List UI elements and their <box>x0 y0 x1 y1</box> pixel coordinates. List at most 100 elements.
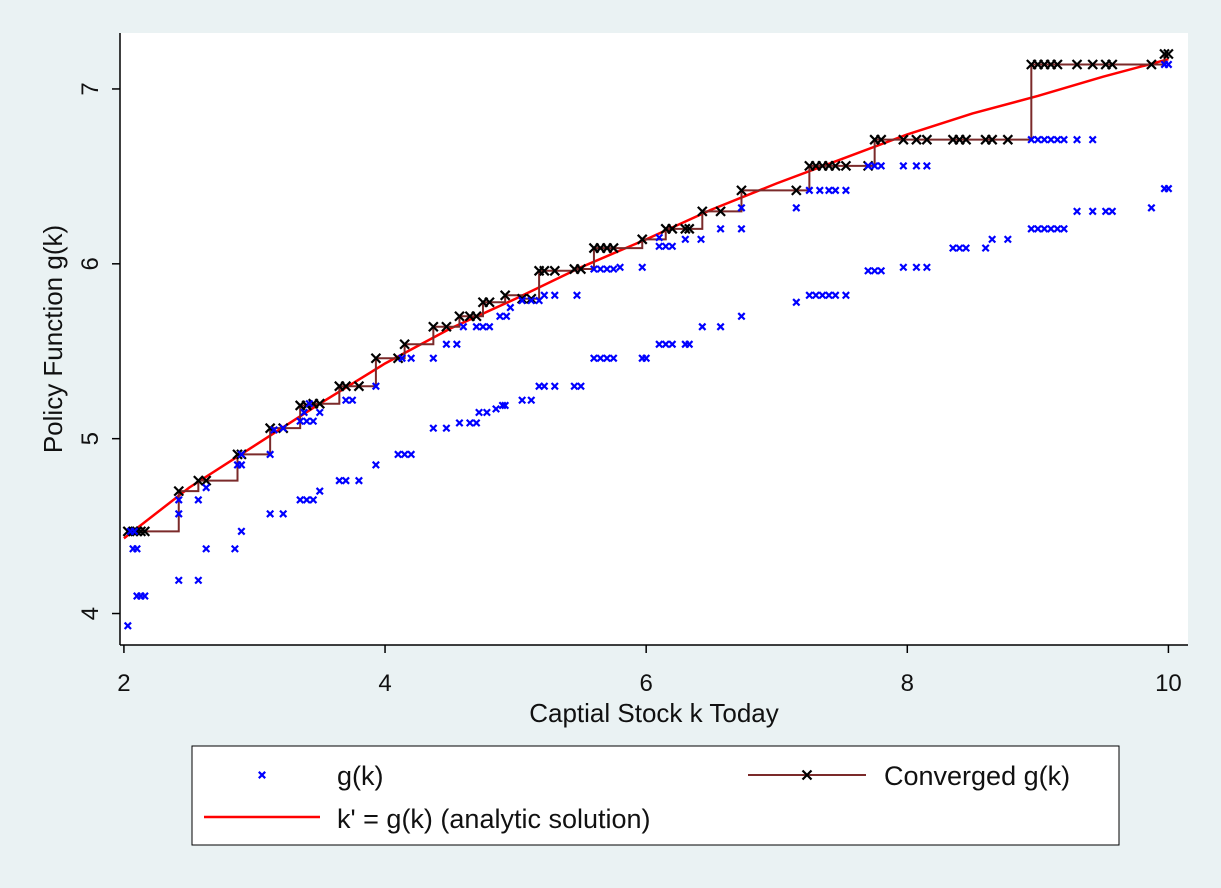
converged-point <box>353 380 365 392</box>
converged-point <box>697 206 708 217</box>
gk-layer <box>123 60 1173 630</box>
gk-point <box>270 425 279 434</box>
gk-point <box>300 408 309 417</box>
legend-converged-label: Converged g(k) <box>884 761 1070 791</box>
gk-point <box>550 291 559 300</box>
converged-point <box>314 398 326 409</box>
gk-point <box>296 417 305 426</box>
converged-point <box>960 134 972 145</box>
legend-converged-marker <box>801 769 813 781</box>
converged-point <box>736 185 747 196</box>
gk-point <box>478 322 487 331</box>
converged-point <box>1146 59 1157 70</box>
gk-point <box>1164 184 1173 193</box>
converged-point <box>608 242 619 254</box>
y-axis-title: Policy Function g(k) <box>38 225 68 453</box>
x-tick-label: 10 <box>1155 670 1182 697</box>
gk-point <box>922 161 931 170</box>
gk-point <box>570 382 579 391</box>
gk-point <box>237 527 246 536</box>
gk-point <box>668 340 677 349</box>
gk-point <box>296 495 305 504</box>
converged-point <box>200 475 212 486</box>
gk-point <box>498 401 507 410</box>
converged-point <box>370 352 382 364</box>
converged-point <box>135 526 147 537</box>
gk-point <box>1046 135 1055 144</box>
gk-point <box>371 460 380 469</box>
gk-point <box>1027 224 1036 233</box>
gk-point <box>609 265 618 274</box>
gk-point <box>1053 224 1062 233</box>
gk-point <box>596 354 605 363</box>
converged-point <box>898 134 909 145</box>
gk-point <box>502 312 511 321</box>
gk-point <box>864 266 873 275</box>
gk-point <box>400 450 409 459</box>
y-tick-label: 4 <box>77 607 104 620</box>
gk-point <box>442 340 451 349</box>
legend-gk-label: g(k) <box>337 761 384 791</box>
gk-point <box>455 418 464 427</box>
gk-point <box>841 291 850 300</box>
gk-point <box>818 291 827 300</box>
y-ticks: 4 5 6 7 <box>77 82 120 620</box>
y-tick-label: 6 <box>77 257 104 270</box>
gk-point <box>655 233 664 242</box>
gk-point <box>123 621 132 630</box>
gk-point <box>655 340 664 349</box>
gk-point <box>1147 203 1156 212</box>
gk-point <box>824 186 833 195</box>
gk-point <box>495 312 504 321</box>
y-tick-label: 7 <box>77 82 104 95</box>
gk-point <box>266 450 275 459</box>
gk-point <box>811 291 820 300</box>
converged-point <box>549 265 561 277</box>
converged-point <box>392 352 404 364</box>
gk-point <box>685 340 694 349</box>
gk-point <box>912 161 921 170</box>
gk-point <box>140 592 149 601</box>
converged-point <box>525 293 537 305</box>
gk-point <box>492 404 500 413</box>
gk-point <box>354 476 363 485</box>
legend-gk-marker <box>258 771 266 779</box>
gk-point <box>132 544 141 553</box>
gk-point <box>506 303 515 312</box>
converged-point <box>575 263 587 275</box>
gk-point <box>1003 235 1012 244</box>
gk-point <box>1033 135 1042 144</box>
gk-point <box>877 161 886 170</box>
gk-point <box>174 495 183 504</box>
legend-gk-swatch <box>258 771 266 779</box>
converged-point <box>471 310 482 322</box>
converged-point <box>139 526 151 537</box>
gk-point <box>1027 135 1036 144</box>
gk-point <box>955 244 964 253</box>
x-tick-label: 2 <box>117 670 130 697</box>
gk-point <box>609 354 618 363</box>
gk-point <box>174 509 183 518</box>
gk-point <box>485 322 494 331</box>
gk-point <box>1046 224 1055 233</box>
gk-point <box>452 340 461 349</box>
legend-item-converged: Converged g(k) <box>748 761 1070 791</box>
gk-point <box>398 354 406 363</box>
gk-point <box>805 291 814 300</box>
gk-point <box>442 424 451 433</box>
gk-point <box>596 265 605 274</box>
y-tick-label: 5 <box>77 432 104 445</box>
converged-point <box>667 223 678 235</box>
converged-point <box>193 475 204 486</box>
gk-point <box>472 418 481 427</box>
converged-point <box>173 485 185 497</box>
gk-point <box>899 161 908 170</box>
converged-point <box>840 160 852 172</box>
gk-point <box>870 266 879 275</box>
gk-point <box>792 203 801 212</box>
gk-point <box>518 296 527 305</box>
converged-point <box>1052 59 1063 70</box>
gk-point <box>501 401 510 410</box>
gk-point <box>870 161 879 170</box>
converged-point <box>715 206 726 217</box>
